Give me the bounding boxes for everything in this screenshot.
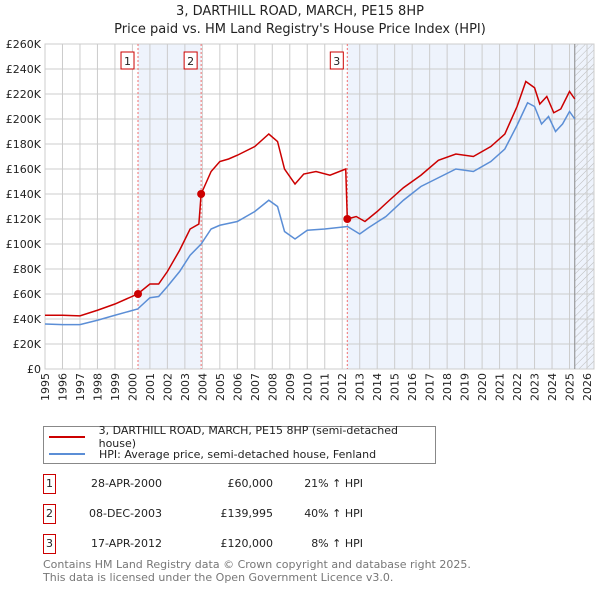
- series-line-hpi: [44, 101, 576, 326]
- sale-point: [197, 190, 206, 199]
- x-tick-label: 2006: [231, 373, 244, 401]
- x-tick-label: 2009: [284, 373, 297, 401]
- y-tick-label: £240K: [6, 63, 42, 76]
- y-tick-label: £80K: [13, 263, 42, 276]
- series-line-property: [45, 80, 576, 317]
- sale-badge: 1: [43, 474, 56, 494]
- y-tick-label: £40K: [13, 313, 42, 326]
- shaded-range: [138, 44, 202, 369]
- sale-row: 2 08-DEC-2003 £139,995 40% ↑ HPI: [43, 504, 543, 525]
- footer: Contains HM Land Registry data © Crown c…: [43, 558, 471, 584]
- x-tick-label: 2017: [424, 373, 437, 401]
- x-tick-label: 2001: [144, 373, 157, 401]
- x-tick-label: 2010: [301, 373, 314, 401]
- legend-label-property: 3, DARTHILL ROAD, MARCH, PE15 8HP (semi-…: [98, 424, 398, 450]
- x-tick-label: 2005: [214, 373, 227, 401]
- chart-subtitle: Price paid vs. HM Land Registry's House …: [114, 22, 486, 37]
- x-tick-label: 2025: [564, 373, 577, 401]
- plot-frame: [44, 43, 595, 370]
- x-tick-label: 1996: [56, 373, 69, 401]
- sale-price: £139,995: [220, 507, 274, 520]
- x-tick-label: 2026: [581, 373, 594, 401]
- sale-row: 3 17-APR-2012 £120,000 8% ↑ HPI: [43, 534, 543, 555]
- x-tick-label: 2000: [126, 373, 139, 401]
- x-tick-label: 2008: [266, 373, 279, 401]
- sale-price: £60,000: [227, 477, 274, 490]
- sale-date: 08-DEC-2003: [89, 507, 163, 520]
- legend: 3, DARTHILL ROAD, MARCH, PE15 8HP (semi-…: [43, 424, 436, 464]
- sale-hpi: 40% ↑ HPI: [304, 507, 363, 520]
- y-tick-label: £160K: [6, 163, 42, 176]
- sale-badge: 2: [43, 504, 56, 524]
- sale-flag-label: 3: [333, 55, 340, 68]
- x-tick-label: 2024: [546, 373, 559, 401]
- x-tick-label: 2023: [529, 373, 542, 401]
- x-tick-label: 2016: [406, 373, 419, 401]
- sale-flag-label: 2: [187, 55, 194, 68]
- y-tick-label: £220K: [6, 88, 42, 101]
- x-tick-label: 2020: [476, 373, 489, 401]
- y-tick-label: £140K: [6, 188, 42, 201]
- x-tick-label: 2014: [371, 373, 384, 401]
- legend-swatch-property: [49, 436, 85, 438]
- x-tick-label: 2012: [336, 373, 349, 401]
- sale-flag: [120, 51, 135, 70]
- x-tick-label: 2019: [459, 373, 472, 401]
- sale-badge: 3: [43, 534, 56, 554]
- footer-line1: Contains HM Land Registry data © Crown c…: [43, 558, 471, 571]
- sale-flag: [183, 51, 198, 70]
- shaded-range: [347, 44, 594, 369]
- footer-line2: This data is licensed under the Open Gov…: [43, 571, 394, 584]
- sale-point: [343, 215, 352, 223]
- y-tick-label: £100K: [6, 238, 42, 251]
- sale-row: 1 28-APR-2000 £60,000 21% ↑ HPI: [43, 474, 543, 495]
- x-tick-label: 1997: [74, 373, 87, 401]
- sale-price: £120,000: [220, 537, 274, 550]
- y-tick-label: £180K: [6, 138, 42, 151]
- x-tick-label: 2007: [249, 373, 262, 401]
- chart-title: 3, DARTHILL ROAD, MARCH, PE15 8HP: [176, 4, 424, 19]
- sale-flag: [329, 51, 344, 70]
- legend-label-hpi: HPI: Average price, semi-detached house,…: [99, 447, 377, 461]
- forecast-hatch: [574, 44, 594, 369]
- sale-date: 28-APR-2000: [91, 477, 163, 490]
- x-tick-label: 2013: [354, 373, 367, 401]
- sale-date: 17-APR-2012: [91, 537, 163, 550]
- x-tick-label: 2004: [196, 373, 209, 401]
- x-tick-label: 2015: [389, 373, 402, 401]
- y-tick-label: £0: [27, 363, 41, 376]
- sale-flag-label: 1: [124, 55, 131, 68]
- x-tick-label: 2011: [319, 373, 332, 401]
- price-chart: 1995 1996 1997 1998 1999 2000 2001 2002 2003 2004…: [6, 38, 595, 401]
- x-tick-label: 1998: [91, 373, 104, 401]
- y-tick-label: £260K: [6, 38, 42, 51]
- x-tick-label: 2021: [494, 373, 507, 401]
- sale-point: [134, 290, 143, 298]
- sale-hpi: 8% ↑ HPI: [311, 537, 363, 550]
- y-tick-label: £20K: [13, 338, 42, 351]
- y-tick-label: £120K: [6, 213, 42, 226]
- x-tick-label: 2002: [161, 373, 174, 401]
- x-tick-label: 2022: [511, 373, 524, 401]
- x-tick-label: 1999: [109, 373, 122, 401]
- x-tick-label: 1995: [39, 373, 52, 401]
- y-tick-label: £200K: [6, 113, 42, 126]
- y-tick-label: £60K: [13, 288, 42, 301]
- legend-swatch-hpi: [49, 453, 85, 455]
- x-tick-label: 2003: [179, 373, 192, 401]
- sale-hpi: 21% ↑ HPI: [304, 477, 363, 490]
- x-tick-label: 2018: [441, 373, 454, 401]
